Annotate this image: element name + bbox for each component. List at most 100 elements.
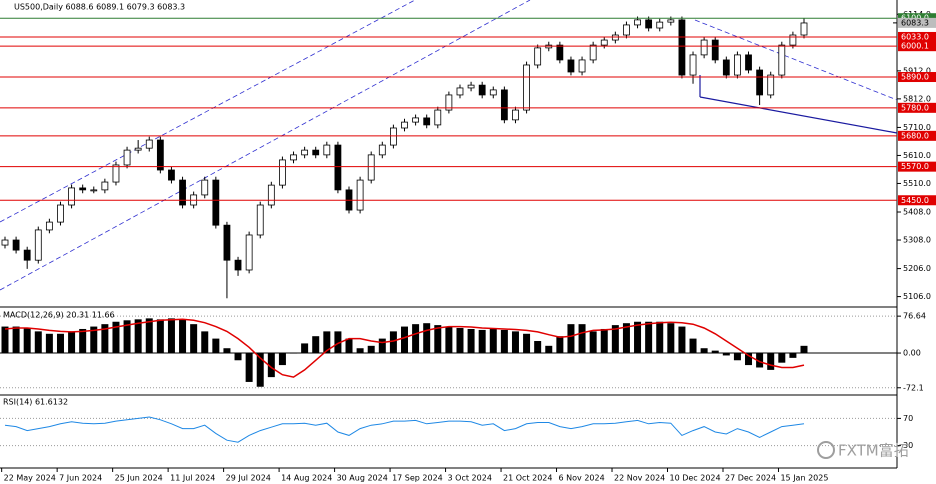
level-label-box: [898, 102, 936, 113]
macd-bar: [412, 324, 420, 354]
macd-bar: [389, 331, 397, 354]
macd-bar: [123, 320, 131, 354]
candle-body: [500, 89, 508, 121]
level-label-box: [898, 161, 936, 172]
macd-bar: [456, 328, 464, 354]
y-tick-label: 5710.0: [903, 123, 931, 132]
candle-body: [445, 94, 453, 111]
macd-bar: [56, 333, 64, 354]
candle-body: [756, 69, 764, 96]
macd-bar: [179, 319, 187, 354]
watermark-text: FXTM富拓: [838, 442, 909, 460]
x-tick-label: 11 Jul 2024: [170, 474, 215, 483]
candle-body: [711, 39, 719, 61]
candle-body: [356, 179, 364, 211]
level-label-box: [898, 41, 936, 52]
candle-body: [168, 169, 175, 181]
level-label-box: [898, 31, 936, 42]
macd-title: MACD(12,26,9) 20.31 11.66: [3, 311, 115, 320]
macd-bar: [622, 323, 630, 354]
y-tick-label: 5106.0: [903, 292, 931, 301]
macd-bar: [478, 329, 486, 354]
level-label: 5680.0: [901, 131, 929, 140]
candle-body: [623, 24, 630, 36]
candle-body: [23, 249, 31, 261]
candle-body: [45, 221, 53, 231]
macd-bar: [45, 333, 53, 354]
candle-body: [722, 59, 730, 76]
candle-body: [367, 154, 375, 181]
candle-body: [279, 159, 286, 186]
x-tick-label: 22 Nov 2024: [614, 474, 665, 483]
macd-bar: [434, 325, 442, 354]
candle-body: [68, 187, 75, 206]
candle-body: [134, 147, 142, 151]
price-label: 6083.3: [901, 18, 929, 27]
macd-bar: [90, 326, 98, 354]
candle-body: [567, 59, 575, 73]
candle-body: [212, 179, 220, 226]
candle-body: [312, 149, 320, 156]
candle-body: [1, 239, 9, 246]
macd-bar: [278, 353, 286, 366]
candle-body: [123, 149, 131, 166]
y-tick-label: 30: [903, 441, 913, 450]
macd-bar: [79, 328, 87, 354]
candle-body: [156, 139, 164, 171]
candle-body: [423, 117, 431, 126]
candle-body: [734, 54, 741, 76]
macd-bar: [112, 321, 120, 354]
macd-bar: [367, 345, 375, 354]
trend-line: [694, 19, 898, 101]
macd-bar: [756, 353, 764, 368]
macd-bar: [290, 353, 298, 354]
candle-body: [101, 181, 109, 191]
candle-body: [12, 239, 20, 251]
macd-bar: [1, 326, 9, 354]
candle-body: [412, 117, 419, 123]
macd-bar: [234, 353, 242, 361]
macd-bar: [323, 331, 331, 354]
y-tick-label: 5610.0: [903, 151, 931, 160]
y-tick-label: 0.00: [903, 349, 921, 358]
macd-bar: [656, 321, 664, 354]
candle-body: [90, 189, 98, 192]
candle-body: [611, 34, 619, 41]
macd-bar: [611, 325, 619, 354]
y-tick-label: 5510.0: [903, 179, 931, 188]
macd-bar: [423, 323, 431, 354]
macd-bar: [556, 336, 564, 354]
candle-body: [745, 54, 752, 71]
macd-bar: [345, 338, 353, 354]
macd-bar: [589, 331, 597, 354]
x-tick-label: 6 Nov 2024: [559, 474, 605, 483]
candle-body: [778, 44, 786, 76]
macd-bar: [212, 338, 220, 354]
y-tick-label: 5308.0: [903, 236, 931, 245]
candle-body: [645, 19, 653, 29]
macd-bar: [778, 353, 786, 363]
channel-line: [0, 0, 531, 291]
x-tick-label: 14 Aug 2024: [281, 474, 332, 483]
macd-bar: [700, 348, 708, 354]
level-label: 6033.0: [901, 32, 929, 41]
macd-bar: [711, 350, 719, 354]
macd-bar: [34, 331, 42, 354]
y-tick-label: -72.1: [903, 383, 924, 392]
macd-bar: [134, 319, 142, 354]
candle-body: [800, 22, 808, 36]
y-tick-label: 5206.0: [903, 264, 931, 273]
candle-body: [245, 234, 253, 271]
macd-bar: [745, 353, 753, 366]
macd-bar: [256, 353, 264, 387]
level-label-box: [898, 130, 936, 141]
macd-bar: [645, 321, 653, 354]
candle-body: [578, 59, 586, 73]
candle-body: [556, 44, 564, 61]
candle-body: [234, 259, 242, 271]
x-tick-label: 30 Aug 2024: [337, 474, 388, 483]
macd-bar: [190, 324, 198, 354]
candle-body: [689, 54, 697, 76]
level-label: 5570.0: [901, 162, 929, 171]
